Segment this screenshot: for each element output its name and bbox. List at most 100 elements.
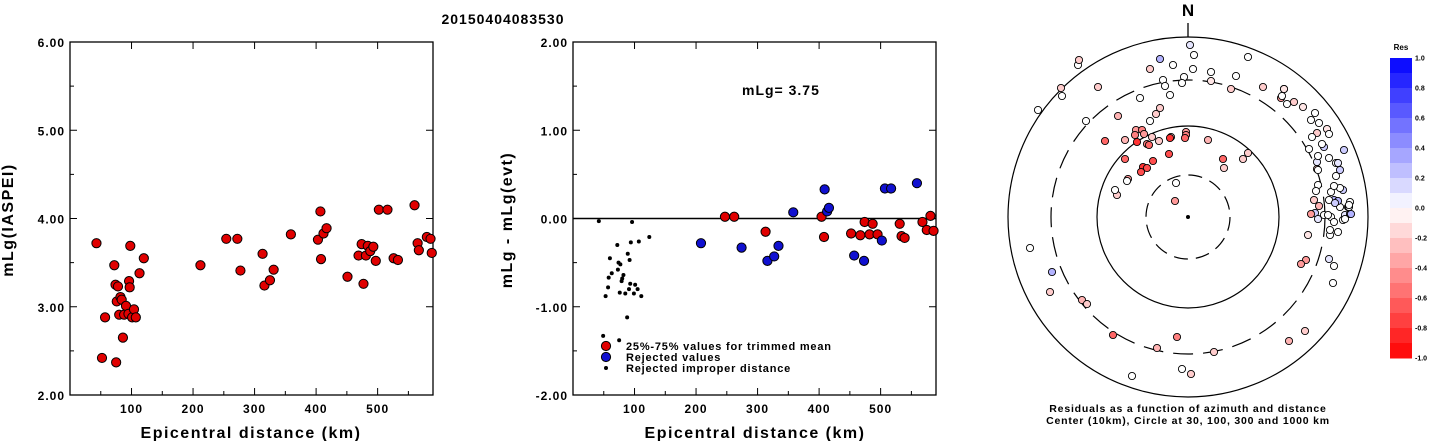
x-tick-label: 200	[685, 402, 708, 416]
data-point	[876, 235, 887, 246]
azimuth-residual-map: N Residuals as a function of azimuth and…	[1007, 1, 1369, 427]
station-residual-marker	[1056, 83, 1066, 93]
station-residual-marker	[1168, 60, 1178, 70]
station-residual-marker	[1333, 227, 1343, 237]
colorbar-tick-label: 0.8	[1415, 86, 1425, 93]
station-residual-marker	[1311, 186, 1321, 196]
station-residual-marker	[1282, 99, 1292, 109]
station-residual-marker	[1136, 167, 1146, 177]
station-residual-marker	[1177, 364, 1187, 374]
station-residual-marker	[1120, 154, 1130, 164]
colorbar-cell	[1390, 298, 1412, 314]
data-point	[928, 225, 939, 236]
legend-marker-rejected	[600, 351, 612, 363]
data-point	[601, 333, 606, 338]
data-point	[867, 218, 878, 229]
data-point	[117, 332, 129, 343]
data-point	[639, 294, 644, 299]
station-residual-marker	[1155, 54, 1165, 64]
colorbar-cell	[1390, 178, 1412, 194]
y-tick-label: 1.00	[541, 124, 568, 138]
station-residual-marker	[1081, 116, 1091, 126]
data-point	[760, 226, 771, 237]
station-residual-marker	[1144, 140, 1154, 150]
magnitude-annotation: mLg= 3.75	[742, 82, 820, 98]
station-residual-marker	[1122, 176, 1132, 186]
colorbar-tick-label: 0.6	[1415, 116, 1425, 123]
data-point	[342, 271, 353, 282]
station-residual-marker	[1100, 136, 1110, 146]
station-residual-marker	[1344, 200, 1354, 210]
data-point	[596, 219, 601, 224]
panel1-xlabel: Epicentral distance (km)	[141, 425, 362, 441]
data-point	[626, 287, 631, 292]
station-residual-marker	[1127, 371, 1137, 381]
colorbar-cell	[1390, 343, 1412, 359]
colorbar-tick-label: 1.0	[1415, 56, 1425, 63]
data-point	[96, 352, 108, 364]
data-point	[855, 230, 866, 241]
data-point	[719, 211, 731, 222]
station-residual-marker	[1313, 165, 1323, 175]
data-point	[823, 202, 835, 214]
station-residual-marker	[1206, 67, 1216, 77]
data-point	[124, 282, 135, 293]
data-point	[91, 238, 102, 249]
data-point	[264, 275, 276, 286]
x-tick-label: 100	[623, 402, 646, 416]
data-point	[268, 264, 279, 275]
x-tick-label: 500	[869, 402, 892, 416]
station-residual-marker	[1331, 171, 1341, 181]
station-residual-marker	[1346, 209, 1356, 219]
data-point	[885, 183, 897, 194]
legend-label-rejected: Rejected values	[626, 352, 721, 364]
data-point	[633, 282, 638, 287]
station-residual-marker	[1155, 103, 1165, 113]
station-residual-marker	[1243, 52, 1253, 62]
data-point	[413, 245, 424, 256]
x-tick-label: 300	[243, 402, 266, 416]
colorbar-tick-label: 0.0	[1415, 206, 1425, 213]
data-point	[621, 272, 626, 277]
data-point	[627, 257, 632, 262]
data-point	[382, 204, 393, 215]
data-point	[607, 256, 612, 261]
station-residual-marker	[1330, 198, 1340, 208]
colorbar-cell	[1390, 268, 1412, 284]
data-point	[625, 251, 630, 256]
residual-vs-distance-panel: 100 200 300 400 500 -2.00 -1.00 0.00 1.00 2.00 mL…	[499, 36, 939, 441]
station-residual-marker	[1219, 163, 1229, 173]
data-point	[134, 268, 145, 279]
data-point	[618, 262, 623, 267]
epicenter-marker	[1186, 215, 1190, 219]
station-residual-marker	[1130, 130, 1140, 140]
station-residual-marker	[1142, 163, 1152, 173]
data-point	[99, 312, 111, 323]
data-point	[425, 233, 436, 244]
colorbar-cell	[1390, 88, 1412, 104]
station-residual-marker	[1324, 129, 1334, 139]
station-residual-marker	[1324, 254, 1334, 264]
panel2-xlabel: Epicentral distance (km)	[645, 425, 866, 441]
station-residual-marker	[1324, 153, 1334, 163]
data-point	[130, 312, 141, 323]
data-point	[615, 242, 620, 247]
station-residual-marker	[1258, 82, 1268, 92]
data-point	[917, 216, 928, 228]
station-residual-marker	[1152, 343, 1162, 353]
station-residual-marker	[1289, 97, 1299, 107]
x-tick-label: 100	[120, 402, 143, 416]
station-residual-marker	[1045, 287, 1055, 297]
data-point	[235, 265, 246, 276]
panel2-ylabel: mLg - mLg(evt)	[499, 152, 516, 289]
station-residual-marker	[1189, 50, 1199, 60]
station-residual-marker	[1238, 154, 1248, 164]
data-point	[849, 250, 860, 261]
station-residual-marker	[1277, 91, 1287, 101]
colorbar-cell	[1390, 133, 1412, 149]
data-point	[112, 281, 124, 292]
station-residual-marker	[1108, 330, 1118, 340]
x-tick-label: 200	[182, 402, 205, 416]
station-residual-marker	[1298, 102, 1308, 112]
data-point	[603, 294, 608, 299]
